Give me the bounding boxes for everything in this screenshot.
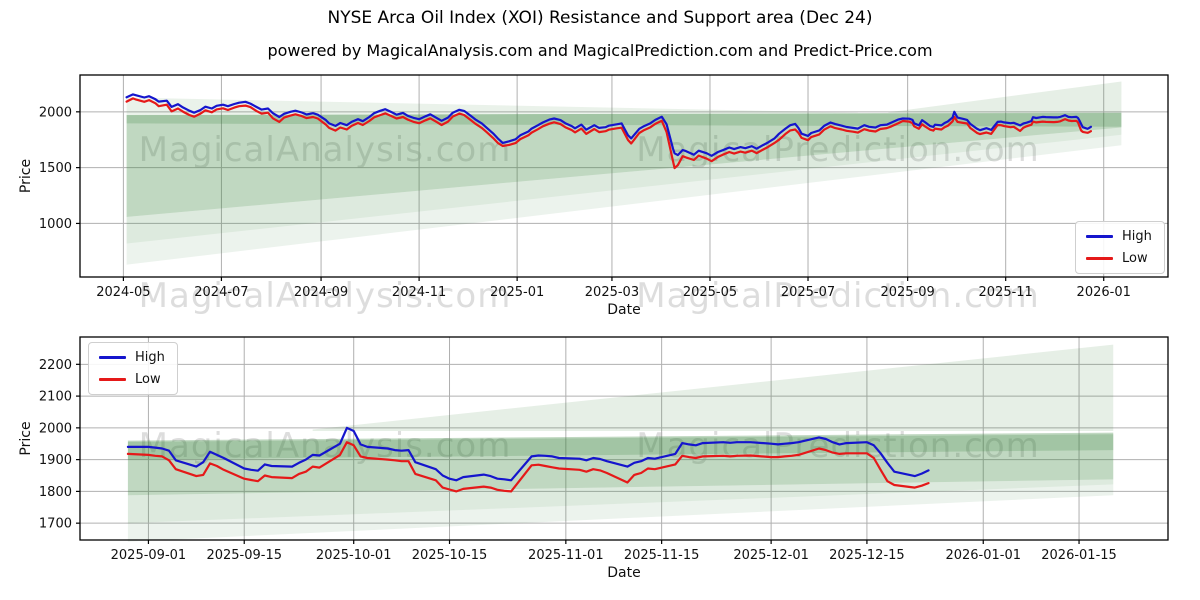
legend-item-low: Low	[99, 372, 165, 388]
y-tick-label: 1800	[39, 485, 72, 500]
y-tick-label: 1900	[39, 453, 72, 468]
band-upper-forecast-fan	[312, 344, 1114, 432]
y-tick-label: 2200	[39, 358, 72, 373]
bottom-chart: 2025-09-01 2025-09-15 2025-10-01 2025-10-15…	[18, 336, 1169, 581]
support-resistance-bands	[126, 81, 1122, 265]
legend-label-high: High	[135, 350, 165, 365]
band-lower-wedge-2	[126, 134, 1122, 265]
y-axis: 1000 1500 2000 Price	[18, 105, 80, 232]
watermark-text: MagicalPrediction.com	[636, 276, 1040, 316]
x-tick-label: 2025-12-15	[829, 548, 905, 563]
band-upper-left-wedge	[126, 97, 858, 115]
x-tick-label: 2025-09-01	[111, 548, 187, 563]
y-tick-label: 1500	[39, 161, 72, 176]
y-tick-label: 2000	[39, 105, 72, 120]
x-tick-label: 2025-03	[585, 285, 639, 300]
bottom-chart-legend: High Low	[88, 342, 178, 396]
legend-label-high: High	[1122, 229, 1152, 244]
y-axis: 1700 1800 1900 2000 2100 2200 Price	[18, 358, 80, 532]
x-tick-label: 2025-12-01	[733, 548, 809, 563]
x-tick-label: 2025-09	[880, 285, 934, 300]
x-tick-label: 2025-10-15	[412, 548, 488, 563]
chart-subtitle: powered by MagicalAnalysis.com and Magic…	[267, 41, 933, 60]
band-lower-wedge-1	[126, 127, 1122, 244]
watermark-text: MagicalAnalysis.com	[138, 276, 512, 316]
watermark-text: MagicalAnalysis.com	[138, 130, 512, 170]
band-lower-wedge-1	[127, 479, 1114, 524]
y-tick-label: 2100	[39, 390, 72, 405]
y-tick-label: 1000	[39, 217, 72, 232]
band-lower-wedge-2	[127, 484, 1114, 542]
watermark-text: MagicalAnalysis.com	[138, 426, 512, 466]
x-tick-label: 2025-09-15	[206, 548, 282, 563]
x-axis: 2025-09-01 2025-09-15 2025-10-01 2025-10-15…	[111, 540, 1117, 581]
x-axis: 2024-05 2024-07 2024-09 2024-11 2025-01 2025-…	[96, 277, 1131, 318]
x-tick-label: 2025-01	[490, 285, 544, 300]
watermark-text: MagicalPrediction.com	[636, 130, 1040, 170]
x-tick-label: 2026-01-15	[1041, 548, 1117, 563]
x-tick-label: 2026-01-01	[945, 548, 1021, 563]
x-tick-label: 2024-07	[194, 285, 248, 300]
low-line-swatch	[1086, 256, 1113, 260]
x-axis-label: Date	[607, 302, 640, 318]
legend-label-low: Low	[1122, 250, 1148, 266]
top-chart-legend: High Low	[1075, 221, 1165, 275]
x-tick-label: 2024-11	[392, 285, 446, 300]
band-upper-forecast-fan	[888, 81, 1122, 113]
x-tick-label: 2024-09	[294, 285, 348, 300]
high-line-swatch	[99, 356, 126, 360]
x-tick-label: 2025-10-01	[316, 548, 392, 563]
y-tick-label: 2000	[39, 421, 72, 436]
low-line	[125, 97, 1093, 170]
x-axis-label: Date	[607, 565, 640, 581]
top-chart: 2024-05 2024-07 2024-09 2024-11 2025-01 2025-…	[18, 74, 1169, 318]
high-line	[125, 93, 1093, 157]
y-axis-label: Price	[18, 421, 34, 455]
legend-item-high: High	[1086, 229, 1152, 245]
legend-item-low: Low	[1086, 251, 1152, 267]
y-axis-label: Price	[18, 159, 34, 193]
plot-border	[79, 336, 1169, 541]
support-resistance-bands	[127, 344, 1114, 542]
legend-item-high: High	[99, 350, 165, 366]
plot-border	[79, 74, 1169, 278]
band-support-resistance-main	[126, 112, 1122, 217]
x-tick-label: 2025-11-15	[624, 548, 700, 563]
y-tick-label: 1700	[39, 517, 72, 532]
x-tick-label: 2025-05	[683, 285, 737, 300]
x-tick-label: 2025-11	[979, 285, 1033, 300]
legend-label-low: Low	[135, 371, 161, 387]
band-core-band	[127, 434, 1114, 460]
high-line-swatch	[1086, 235, 1113, 239]
x-tick-label: 2026-01	[1077, 285, 1131, 300]
low-line	[126, 441, 930, 493]
x-tick-label: 2025-07	[781, 285, 835, 300]
gridlines	[80, 337, 1168, 540]
x-tick-label: 2025-11-01	[528, 548, 604, 563]
low-line-swatch	[99, 377, 126, 381]
high-line	[126, 426, 930, 482]
x-tick-label: 2024-05	[96, 285, 150, 300]
chart-title: NYSE Arca Oil Index (XOI) Resistance and…	[327, 8, 873, 28]
